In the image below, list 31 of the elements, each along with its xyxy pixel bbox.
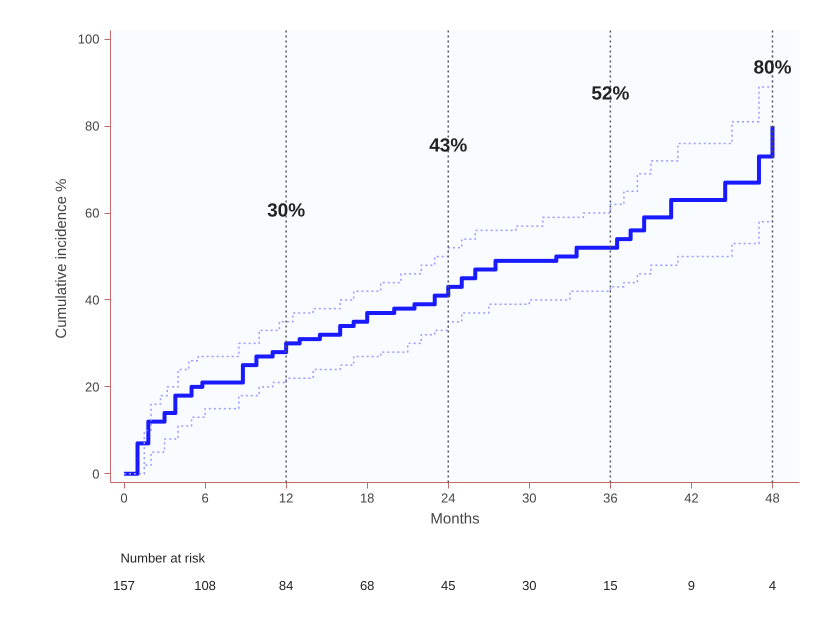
y-tick-label: 80 <box>85 118 100 134</box>
annotation: 43% <box>429 136 468 157</box>
y-axis-title: Cumulative incidence % <box>52 178 70 339</box>
x-tick-label: 0 <box>120 490 128 506</box>
x-tick-label: 36 <box>603 490 618 506</box>
x-tick-label: 48 <box>765 490 780 506</box>
annotation: 52% <box>591 83 630 104</box>
text: 157 <box>113 578 135 593</box>
y-tick-label: 60 <box>85 206 100 221</box>
x-tick-label: 6 <box>201 490 209 506</box>
x-tick-label: 42 <box>684 490 699 506</box>
text: 68 <box>360 578 374 593</box>
x-tick-label: 30 <box>522 490 537 506</box>
x-axis-title: Months <box>430 510 480 528</box>
y-tick-label: 20 <box>85 379 100 394</box>
text: Number at risk <box>120 550 206 566</box>
annotation: 80% <box>753 57 792 78</box>
text: 30 <box>522 578 537 593</box>
text: 4 <box>768 578 776 593</box>
text: 15 <box>603 578 618 593</box>
y-tick-label: 100 <box>78 32 100 47</box>
y-tick-label: 40 <box>85 292 100 308</box>
x-tick-label: 12 <box>278 490 294 506</box>
text: 84 <box>278 578 294 593</box>
x-tick-label: 18 <box>360 490 374 506</box>
y-tick-label: 0 <box>92 466 100 482</box>
text: 108 <box>194 578 216 593</box>
text: 9 <box>688 578 696 593</box>
x-tick-label: 24 <box>441 490 456 506</box>
text: 45 <box>441 578 456 593</box>
annotation: 30% <box>267 200 306 222</box>
